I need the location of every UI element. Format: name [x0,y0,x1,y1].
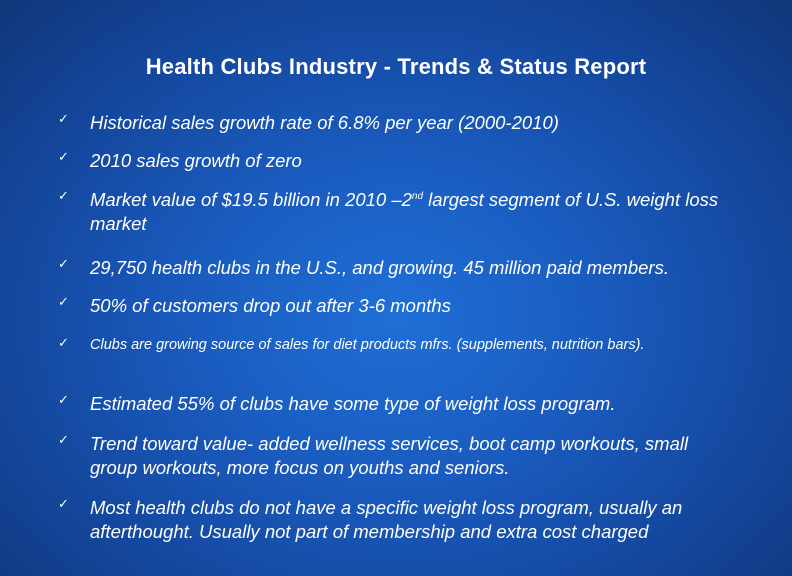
checkmark-icon: ✓ [58,112,69,127]
bullet-text: 29,750 health clubs in the U.S., and gro… [90,257,669,278]
checkmark-icon: ✓ [58,393,69,408]
superscript-text: nd [411,191,424,202]
bullet-text: Most health clubs do not have a specific… [90,497,683,542]
bullet-text-part: Market value of $19.5 billion in 2010 –2 [90,189,412,210]
checkmark-icon: ✓ [58,433,69,448]
checkmark-icon: ✓ [58,257,69,272]
bullet-text: 50% of customers drop out after 3-6 mont… [90,295,451,316]
bullet-text-part: largest segment of U.S. weight loss mark… [90,189,719,234]
bullet-text: Market value of $19.5 billion in 2010 –2… [90,188,730,236]
bullet-text: 2010 sales growth of zero [90,150,302,171]
bullet-text: Clubs are growing source of sales for di… [90,337,645,353]
slide-title: Health Clubs Industry - Trends & Status … [145,54,647,79]
bullet-text: Estimated 55% of clubs have some type of… [90,393,616,414]
checkmark-icon: ✓ [58,189,69,204]
checkmark-icon: ✓ [58,336,69,351]
checkmark-icon: ✓ [58,150,69,165]
checkmark-icon: ✓ [58,497,69,512]
checkmark-icon: ✓ [58,295,69,310]
bullet-text: Trend toward value- added wellness servi… [90,433,689,478]
bullet-text: Historical sales growth rate of 6.8% per… [90,112,559,133]
